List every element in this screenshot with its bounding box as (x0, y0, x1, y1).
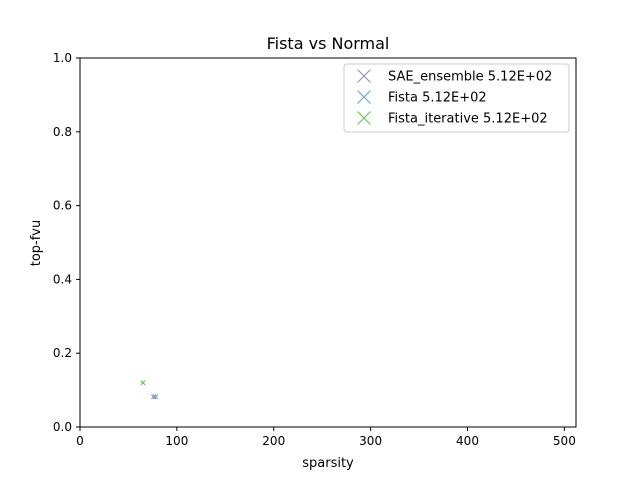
y-tick-label: 0.8 (53, 125, 72, 139)
data-point-2-0 (140, 380, 146, 386)
y-tick-label: 0.6 (53, 199, 72, 213)
data-point-0-0 (151, 394, 157, 400)
marker-stroke (357, 69, 371, 83)
legend-entry-label: Fista 5.12E+02 (388, 91, 487, 106)
legend-frame (343, 63, 570, 133)
marker-stroke (151, 394, 157, 400)
y-tick-label: 0.4 (53, 272, 72, 286)
legend-marker-icon (357, 111, 371, 125)
axes-frame (79, 57, 577, 428)
y-tick-label: 1.0 (53, 51, 72, 65)
y-axis-label: top-fvu (29, 220, 44, 267)
legend-entry-label: SAE_ensemble 5.12E+02 (388, 70, 552, 85)
chart-title: Fista vs Normal (267, 34, 390, 53)
legend: SAE_ensemble 5.12E+02 Fista 5.12E+02 Fista… (343, 63, 570, 133)
x-tick-label: 300 (359, 434, 382, 448)
x-tick-label: 0 (76, 434, 84, 448)
legend-marker-icon (357, 69, 371, 83)
data-point-1-0 (152, 394, 159, 400)
y-tick-label: 0.0 (53, 420, 72, 434)
marker-stroke (140, 380, 146, 386)
x-tick-label: 100 (165, 434, 188, 448)
y-tick-label: 0.2 (53, 346, 72, 360)
marker-stroke (357, 90, 371, 104)
plot-area: 0 100 200 300 400 500 0.0 0.2 0.4 0.6 0.8 1.0 (53, 51, 577, 448)
marker-stroke (152, 394, 159, 400)
x-tick-label: 200 (262, 434, 285, 448)
x-axis-label: sparsity (302, 456, 354, 471)
legend-marker-icon (357, 90, 371, 104)
x-tick-label: 400 (456, 434, 479, 448)
x-tick-label: 500 (553, 434, 576, 448)
marker-stroke (357, 111, 371, 125)
legend-entry-label: Fista_iterative 5.12E+02 (388, 112, 548, 127)
